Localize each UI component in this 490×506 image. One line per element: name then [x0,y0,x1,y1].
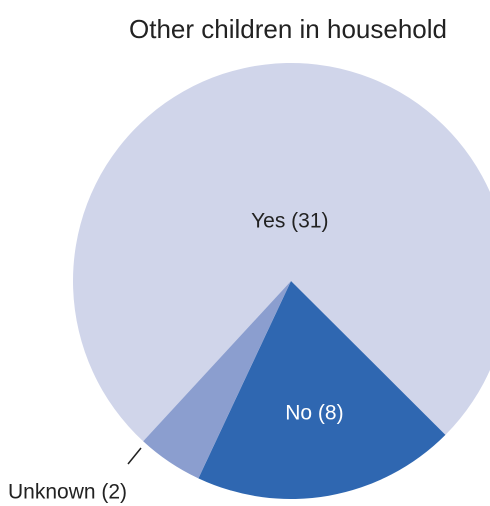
pie-label-unknown: Unknown (2) [8,481,127,504]
chart-title: Other children in household [129,14,447,44]
pie-labels: Yes (31) No (8) Unknown (2) [8,210,344,504]
pie-slice-yes [73,63,490,442]
pie-slice-no [198,281,446,499]
pie-label-no: No (8) [285,402,343,425]
pie-slices [73,63,490,499]
pie-slice-unknown [143,281,291,479]
pie-label-yes: Yes (31) [251,210,328,233]
unknown-leader-line [127,447,142,465]
